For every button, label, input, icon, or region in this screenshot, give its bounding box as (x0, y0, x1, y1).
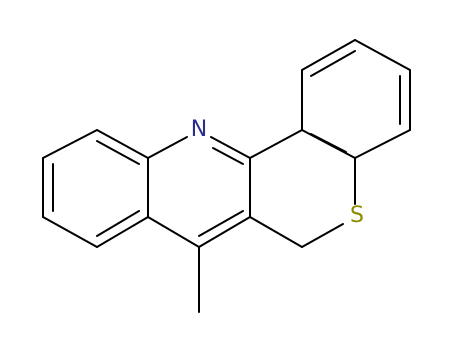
bond (198, 216, 251, 248)
bonds (42, 39, 411, 313)
bond (249, 129, 303, 159)
bond (249, 216, 303, 248)
bond (147, 216, 200, 248)
double-bond-inner (310, 50, 356, 77)
bond (354, 39, 411, 71)
bond (96, 129, 149, 159)
bond (301, 223, 344, 248)
atom-label: S (350, 203, 364, 228)
bond (354, 129, 411, 159)
double-bond-inner (96, 210, 140, 237)
double-bond-inner (96, 140, 140, 165)
bond (301, 39, 356, 71)
double-bond-inner (310, 133, 347, 153)
bond (210, 136, 251, 159)
bond (42, 216, 98, 248)
double-bond-inner (198, 210, 244, 237)
bond (147, 136, 188, 159)
bond (96, 216, 149, 248)
double-bond-inner (212, 147, 244, 165)
bond (42, 129, 98, 159)
atom-label: N (191, 117, 207, 142)
